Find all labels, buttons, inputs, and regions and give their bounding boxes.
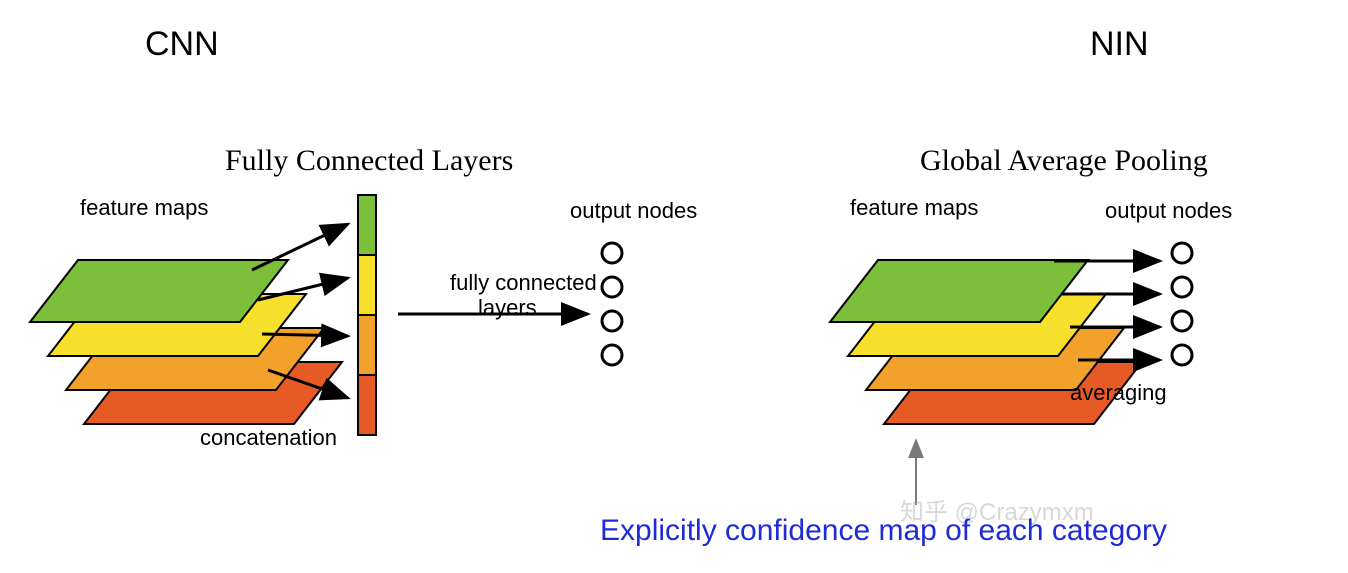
fc-header: Fully Connected Layers <box>225 144 513 177</box>
output-node <box>602 345 622 365</box>
right-output-nodes-label: output nodes <box>1105 198 1232 223</box>
left-feature-maps-label: feature maps <box>80 195 208 220</box>
arrow <box>262 334 348 336</box>
fc-bar-segment <box>358 255 376 315</box>
output-node <box>1172 311 1192 331</box>
nin-title: NIN <box>1090 25 1149 63</box>
fc-bar-segment <box>358 195 376 255</box>
output-node <box>602 243 622 263</box>
output-node <box>1172 345 1192 365</box>
cnn-output-nodes <box>602 243 622 365</box>
arrow <box>252 224 348 270</box>
nin-output-nodes <box>1172 243 1192 365</box>
output-node <box>602 277 622 297</box>
left-output-nodes-label: output nodes <box>570 198 697 223</box>
gap-header: Global Average Pooling <box>920 144 1208 177</box>
output-node <box>1172 243 1192 263</box>
fc-bar-segment <box>358 375 376 435</box>
fc-label-line1: fully connected <box>450 270 597 295</box>
diagram-canvas: CNN NIN Fully Connected Layers Global Av… <box>0 0 1348 573</box>
fc-bar-segment <box>358 315 376 375</box>
caption: Explicitly confidence map of each catego… <box>600 514 1167 547</box>
output-node <box>602 311 622 331</box>
averaging-label: averaging <box>1070 380 1167 405</box>
output-node <box>1172 277 1192 297</box>
right-feature-maps-label: feature maps <box>850 195 978 220</box>
concatenation-label: concatenation <box>200 425 337 450</box>
fc-bar <box>358 195 376 435</box>
fc-label-line2: layers <box>478 295 537 320</box>
cnn-feature-maps <box>30 260 342 424</box>
cnn-title: CNN <box>145 25 219 63</box>
